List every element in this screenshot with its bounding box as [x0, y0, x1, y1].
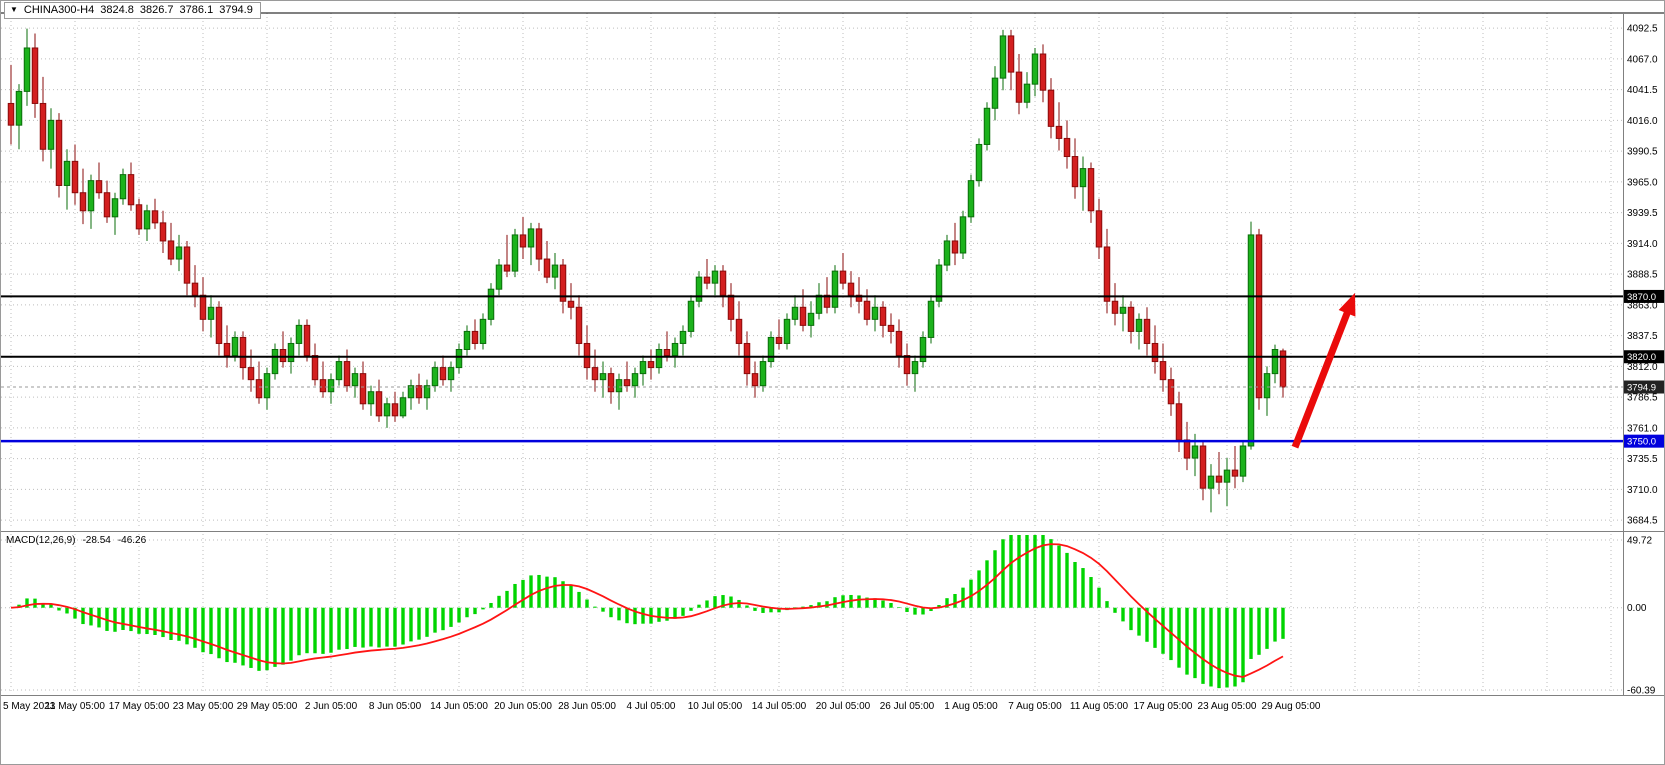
panel-separators	[1, 12, 1664, 696]
ohlc-high: 3826.7	[139, 4, 174, 16]
ohlc-open: 3824.8	[100, 4, 134, 16]
macd-axis-label: 49.72	[1627, 536, 1652, 547]
chart-dropdown-icon[interactable]: ▼	[10, 5, 18, 14]
time-axis-label: 26 Jul 05:00	[880, 701, 935, 712]
price-axis-label: 3863.0	[1627, 300, 1658, 311]
price-axis-label: 4092.5	[1627, 24, 1658, 35]
time-axis-label: 23 May 05:00	[173, 701, 234, 712]
symbol-name: CHINA300-H4	[23, 4, 95, 16]
price-tag: 3794.9	[1627, 383, 1656, 394]
price-axis-label: 3812.0	[1627, 362, 1658, 373]
price-axis-label: 3965.0	[1627, 177, 1658, 188]
time-axis-label: 29 May 05:00	[237, 701, 298, 712]
time-axis-label: 20 Jun 05:00	[494, 701, 552, 712]
time-axis-label: 14 Jul 05:00	[752, 701, 807, 712]
price-axis-label: 3735.5	[1627, 454, 1658, 465]
time-axis-label: 5 May 2023	[3, 701, 56, 712]
trend-arrow-annotation[interactable]	[1291, 292, 1356, 449]
time-axis-label: 17 Aug 05:00	[1134, 701, 1193, 712]
macd-axis-label: -60.39	[1627, 686, 1656, 697]
time-axis-label: 23 Aug 05:00	[1198, 701, 1257, 712]
price-tag: 3750.0	[1627, 437, 1656, 448]
price-axis[interactable]: 4092.5 4067.0 4041.5 4016.0 3990.5 3965.0 3939…	[1627, 24, 1658, 697]
time-axis-label: 7 Aug 05:00	[1008, 701, 1062, 712]
ohlc-low: 3786.1	[179, 4, 214, 16]
arrowhead	[1338, 292, 1356, 317]
time-axis-label: 10 Jul 05:00	[688, 701, 743, 712]
macd-signal-value: -46.26	[117, 535, 147, 546]
price-tag: 3870.0	[1627, 292, 1656, 303]
time-axis-label: 14 Jun 05:00	[430, 701, 488, 712]
price-axis-label: 3786.5	[1627, 393, 1658, 404]
macd-name: MACD(12,26,9)	[6, 535, 76, 546]
time-axis-label: 20 Jul 05:00	[816, 701, 871, 712]
time-axis-label: 29 Aug 05:00	[1262, 701, 1321, 712]
ohlc-close: 3794.9	[219, 4, 253, 16]
time-axis-label: 11 May 05:00	[45, 701, 105, 712]
time-axis-label: 2 Jun 05:00	[305, 701, 358, 712]
price-axis-label: 3837.5	[1627, 331, 1658, 342]
price-axis-label: 3710.0	[1627, 485, 1658, 496]
price-axis-label: 4041.5	[1627, 85, 1658, 96]
candlestick-series	[7, 28, 1287, 513]
price-axis-label: 3684.5	[1627, 516, 1658, 527]
macd-axis-label: 0.00	[1627, 603, 1647, 614]
grid	[1, 13, 1623, 693]
macd-value: -28.54	[82, 535, 111, 546]
time-axis-label: 28 Jun 05:00	[558, 701, 616, 712]
time-axis-label: 8 Jun 05:00	[369, 701, 422, 712]
price-axis-label: 3939.5	[1627, 208, 1658, 219]
time-axis-label: 4 Jul 05:00	[627, 701, 676, 712]
price-axis-label: 3990.5	[1627, 147, 1658, 158]
symbol-ohlc-label: ▼ CHINA300-H4 3824.8 3826.7 3786.1 3794.…	[4, 2, 261, 19]
price-axis-label: 3761.0	[1627, 423, 1658, 434]
time-axis-label: 17 May 05:00	[109, 701, 170, 712]
macd-indicator	[10, 535, 1285, 689]
price-axis-label: 4067.0	[1627, 54, 1658, 65]
macd-signal-line	[10, 543, 1284, 678]
time-axis-label: 11 Aug 05:00	[1070, 701, 1129, 712]
price-axis-label: 3888.5	[1627, 270, 1658, 281]
price-axis-label: 4016.0	[1627, 116, 1658, 127]
price-axis-label: 3914.0	[1627, 239, 1658, 250]
price-tag: 3820.0	[1627, 352, 1656, 363]
time-axis-label: 1 Aug 05:00	[944, 701, 998, 712]
macd-indicator-label: MACD(12,26,9) -28.54 -46.26	[6, 535, 146, 546]
